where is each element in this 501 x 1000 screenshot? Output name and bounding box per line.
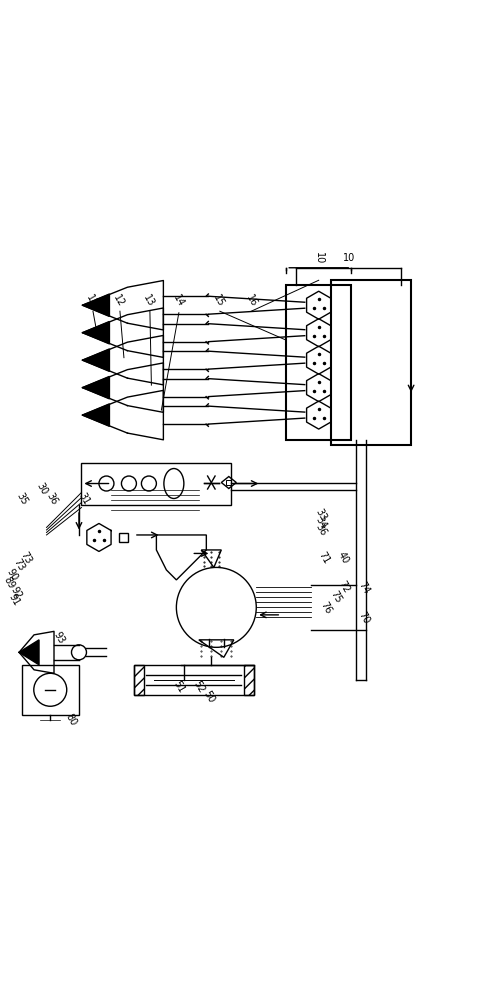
Polygon shape [83, 321, 109, 344]
Text: 89: 89 [2, 575, 17, 590]
Polygon shape [83, 294, 109, 316]
Text: 72: 72 [336, 579, 351, 595]
Text: 15: 15 [211, 293, 226, 309]
Text: 11: 11 [84, 293, 99, 309]
Bar [226, 480, 231, 485]
Text: 33: 33 [314, 507, 329, 523]
Text: 93: 93 [52, 630, 67, 645]
Text: 91: 91 [7, 592, 22, 608]
Text: 14: 14 [171, 293, 186, 309]
Text: 71: 71 [316, 550, 331, 565]
Text: 36: 36 [314, 522, 329, 538]
Bar [134, 665, 144, 695]
Text: 40: 40 [336, 550, 351, 565]
Bar [22, 665, 79, 715]
Bar [286, 285, 351, 440]
Text: 73: 73 [18, 550, 33, 565]
Text: 51: 51 [171, 679, 186, 695]
Text: 36: 36 [44, 491, 59, 507]
Text: 74: 74 [356, 580, 371, 595]
Text: 35: 35 [14, 491, 29, 507]
Text: 90: 90 [4, 567, 19, 583]
Bar [119, 533, 128, 542]
Text: 52: 52 [191, 679, 206, 695]
Text: 50: 50 [201, 689, 216, 705]
Polygon shape [19, 640, 39, 665]
Text: 13: 13 [141, 293, 156, 309]
Bar [82, 463, 231, 505]
Text: 12: 12 [112, 293, 126, 309]
Text: 70: 70 [356, 610, 371, 625]
Text: 92: 92 [9, 585, 24, 600]
Polygon shape [83, 376, 109, 399]
Text: 10: 10 [343, 253, 355, 263]
Text: 80: 80 [64, 712, 79, 728]
Bar [331, 280, 411, 445]
Text: 75: 75 [329, 589, 344, 605]
Bar [244, 665, 254, 695]
Text: 30: 30 [34, 481, 49, 497]
Text: 16: 16 [244, 293, 259, 309]
Text: 76: 76 [319, 600, 334, 615]
Text: 31: 31 [77, 491, 91, 507]
Polygon shape [83, 349, 109, 371]
Text: 73: 73 [12, 557, 27, 573]
Text: 10: 10 [314, 252, 324, 264]
Text: 34: 34 [314, 515, 329, 530]
Bar [134, 665, 254, 695]
Polygon shape [83, 404, 109, 426]
